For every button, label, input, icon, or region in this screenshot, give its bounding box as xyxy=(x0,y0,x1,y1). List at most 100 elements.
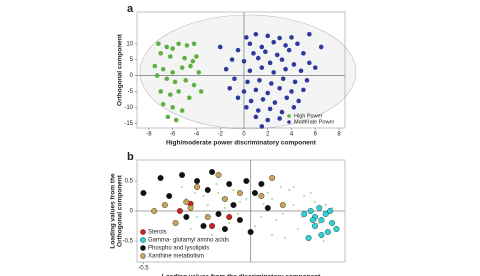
point xyxy=(167,92,173,97)
y-tick-label: -0.5 xyxy=(123,239,134,245)
plot-frame xyxy=(136,11,346,129)
point xyxy=(235,95,241,101)
legend-label: Gamma- glutamyl amino acids xyxy=(148,238,229,244)
point xyxy=(170,105,175,110)
legend-marker xyxy=(140,245,146,251)
point xyxy=(259,65,265,70)
point xyxy=(251,51,256,56)
point xyxy=(193,191,196,195)
point xyxy=(180,185,184,189)
legend-label: Sterols xyxy=(148,230,167,236)
point xyxy=(292,185,295,189)
legend-marker xyxy=(287,120,291,124)
point xyxy=(204,213,211,220)
y-axis-title: Loading values from the xyxy=(110,173,117,249)
point xyxy=(264,204,271,211)
y-tick-label: -5 xyxy=(128,89,134,95)
point xyxy=(279,185,282,189)
point xyxy=(244,35,249,40)
point xyxy=(324,228,331,235)
point xyxy=(241,58,247,64)
point xyxy=(265,90,271,96)
point xyxy=(270,197,274,201)
point xyxy=(191,41,197,47)
point xyxy=(269,174,276,181)
y-tick-label: 0.5 xyxy=(125,179,134,185)
point xyxy=(257,78,262,83)
point xyxy=(247,228,254,235)
point xyxy=(179,171,186,178)
point xyxy=(307,207,314,214)
point xyxy=(289,89,294,94)
point xyxy=(260,97,266,102)
point xyxy=(200,222,207,229)
point xyxy=(267,106,273,112)
y-tick-label: 10 xyxy=(126,41,133,47)
point xyxy=(236,212,239,216)
x-axis-title: High/moderate power discriminatory compo… xyxy=(166,140,317,147)
point xyxy=(286,47,292,53)
point xyxy=(251,189,258,196)
point xyxy=(217,44,223,50)
point xyxy=(283,236,287,240)
point xyxy=(226,180,233,187)
point xyxy=(259,124,265,129)
point xyxy=(312,65,318,70)
point xyxy=(316,204,323,211)
point xyxy=(183,213,190,220)
point xyxy=(228,221,231,225)
point xyxy=(158,89,164,94)
point xyxy=(298,68,304,74)
y-tick-label: 0 xyxy=(130,209,134,215)
point xyxy=(322,210,329,217)
y-tick-label: -10 xyxy=(124,105,133,111)
point xyxy=(156,41,161,47)
legend-marker xyxy=(287,114,291,118)
point xyxy=(198,89,204,94)
point xyxy=(140,189,147,196)
point xyxy=(296,98,301,104)
point xyxy=(160,101,166,107)
point xyxy=(217,191,220,195)
point xyxy=(271,70,276,75)
point xyxy=(271,39,276,45)
point xyxy=(311,222,318,229)
point xyxy=(265,33,271,39)
point xyxy=(229,57,235,62)
point xyxy=(227,85,233,91)
y-tick-label: 0 xyxy=(130,73,134,79)
point xyxy=(204,186,211,193)
point xyxy=(296,227,299,231)
point xyxy=(326,207,333,214)
point xyxy=(249,206,252,210)
y-axis-title: Orthogonal component xyxy=(117,174,124,247)
point xyxy=(265,117,271,123)
y-tick-label: -15 xyxy=(124,121,133,127)
point xyxy=(238,200,242,204)
point xyxy=(279,201,286,208)
point xyxy=(283,66,288,72)
point xyxy=(244,105,249,110)
point xyxy=(333,225,340,232)
point xyxy=(324,203,327,207)
point xyxy=(301,87,306,93)
point xyxy=(318,216,325,223)
point xyxy=(195,215,199,219)
point xyxy=(253,31,259,37)
point xyxy=(262,202,265,205)
point xyxy=(176,89,181,94)
point xyxy=(291,62,297,67)
point xyxy=(165,114,171,120)
point xyxy=(182,55,187,61)
y-tick-label: 5 xyxy=(130,57,134,63)
point xyxy=(172,79,178,85)
point xyxy=(301,210,308,217)
panel-label: b xyxy=(127,151,134,163)
point xyxy=(291,105,297,110)
point xyxy=(170,70,175,75)
point xyxy=(277,116,282,121)
point xyxy=(202,194,205,198)
point xyxy=(176,207,183,214)
point xyxy=(194,177,201,184)
